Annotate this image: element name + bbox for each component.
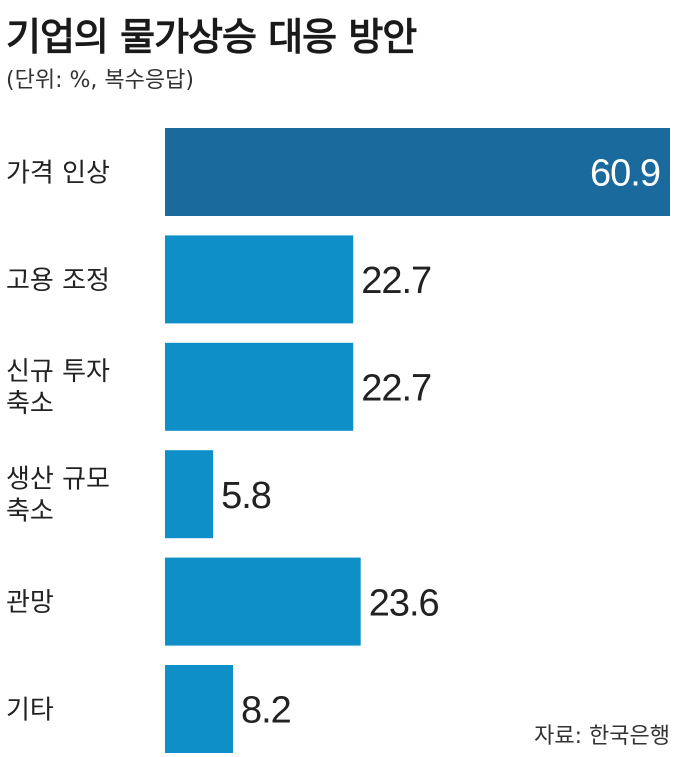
value-label: 60.9 [590, 153, 660, 195]
value-label: 22.7 [361, 367, 431, 409]
bar [165, 235, 354, 324]
bar [165, 128, 670, 216]
category-label: 관망 [6, 588, 54, 618]
value-label: 8.2 [241, 690, 291, 732]
bar [165, 342, 354, 431]
bar [165, 450, 214, 539]
category-label: 생산 규모 축소 [6, 465, 110, 527]
category-label: 가격 인상 [6, 158, 110, 188]
category-label: 고용 조정 [6, 266, 110, 296]
value-label: 23.6 [369, 582, 439, 624]
value-label: 5.8 [221, 475, 271, 517]
category-label: 신규 투자 축소 [6, 357, 110, 419]
bar [165, 557, 361, 646]
category-label: 기타 [6, 695, 54, 725]
chart-subtitle: (단위: %, 복수응답) [6, 68, 194, 93]
value-label: 22.7 [361, 260, 431, 302]
bar [165, 665, 233, 753]
chart-title: 기업의 물가상승 대응 방안 [6, 15, 417, 59]
source-note: 자료: 한국은행 [534, 724, 670, 749]
